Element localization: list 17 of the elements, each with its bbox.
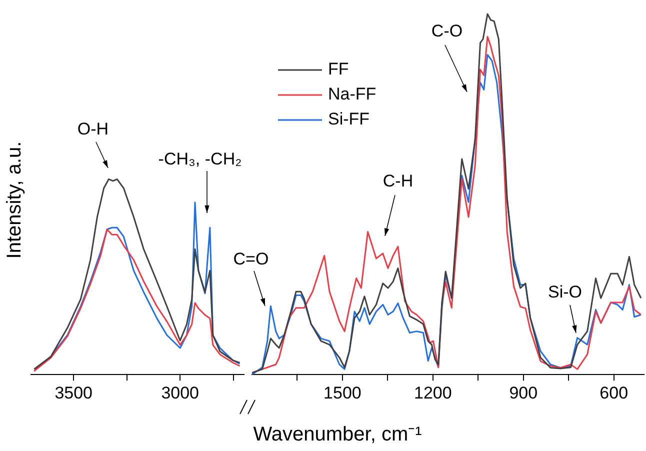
x-tick-label: 600	[600, 383, 628, 402]
legend-label: FF	[328, 60, 349, 79]
legend-label: Na-FF	[328, 84, 376, 104]
legend-label: Si-FF	[328, 110, 370, 129]
x-tick-label: 3000	[161, 383, 200, 402]
text: O-H	[77, 120, 109, 139]
annotation: C=O	[233, 250, 269, 269]
x-tick-label: 1200	[414, 383, 452, 402]
y-axis-title: Intensity, a.u.	[4, 141, 26, 259]
x-axis-title: Wavenumber, cm⁻¹	[253, 424, 422, 446]
text: -CH₃, -CH₂	[158, 150, 242, 169]
x-tick-label: 900	[509, 383, 538, 402]
x-tick-label: 1500	[324, 383, 362, 402]
annotation: C-H	[382, 172, 414, 191]
annotation: Si-O	[548, 282, 582, 302]
annotation: C-O	[431, 22, 463, 41]
x-tick-label: 3500	[54, 383, 93, 402]
